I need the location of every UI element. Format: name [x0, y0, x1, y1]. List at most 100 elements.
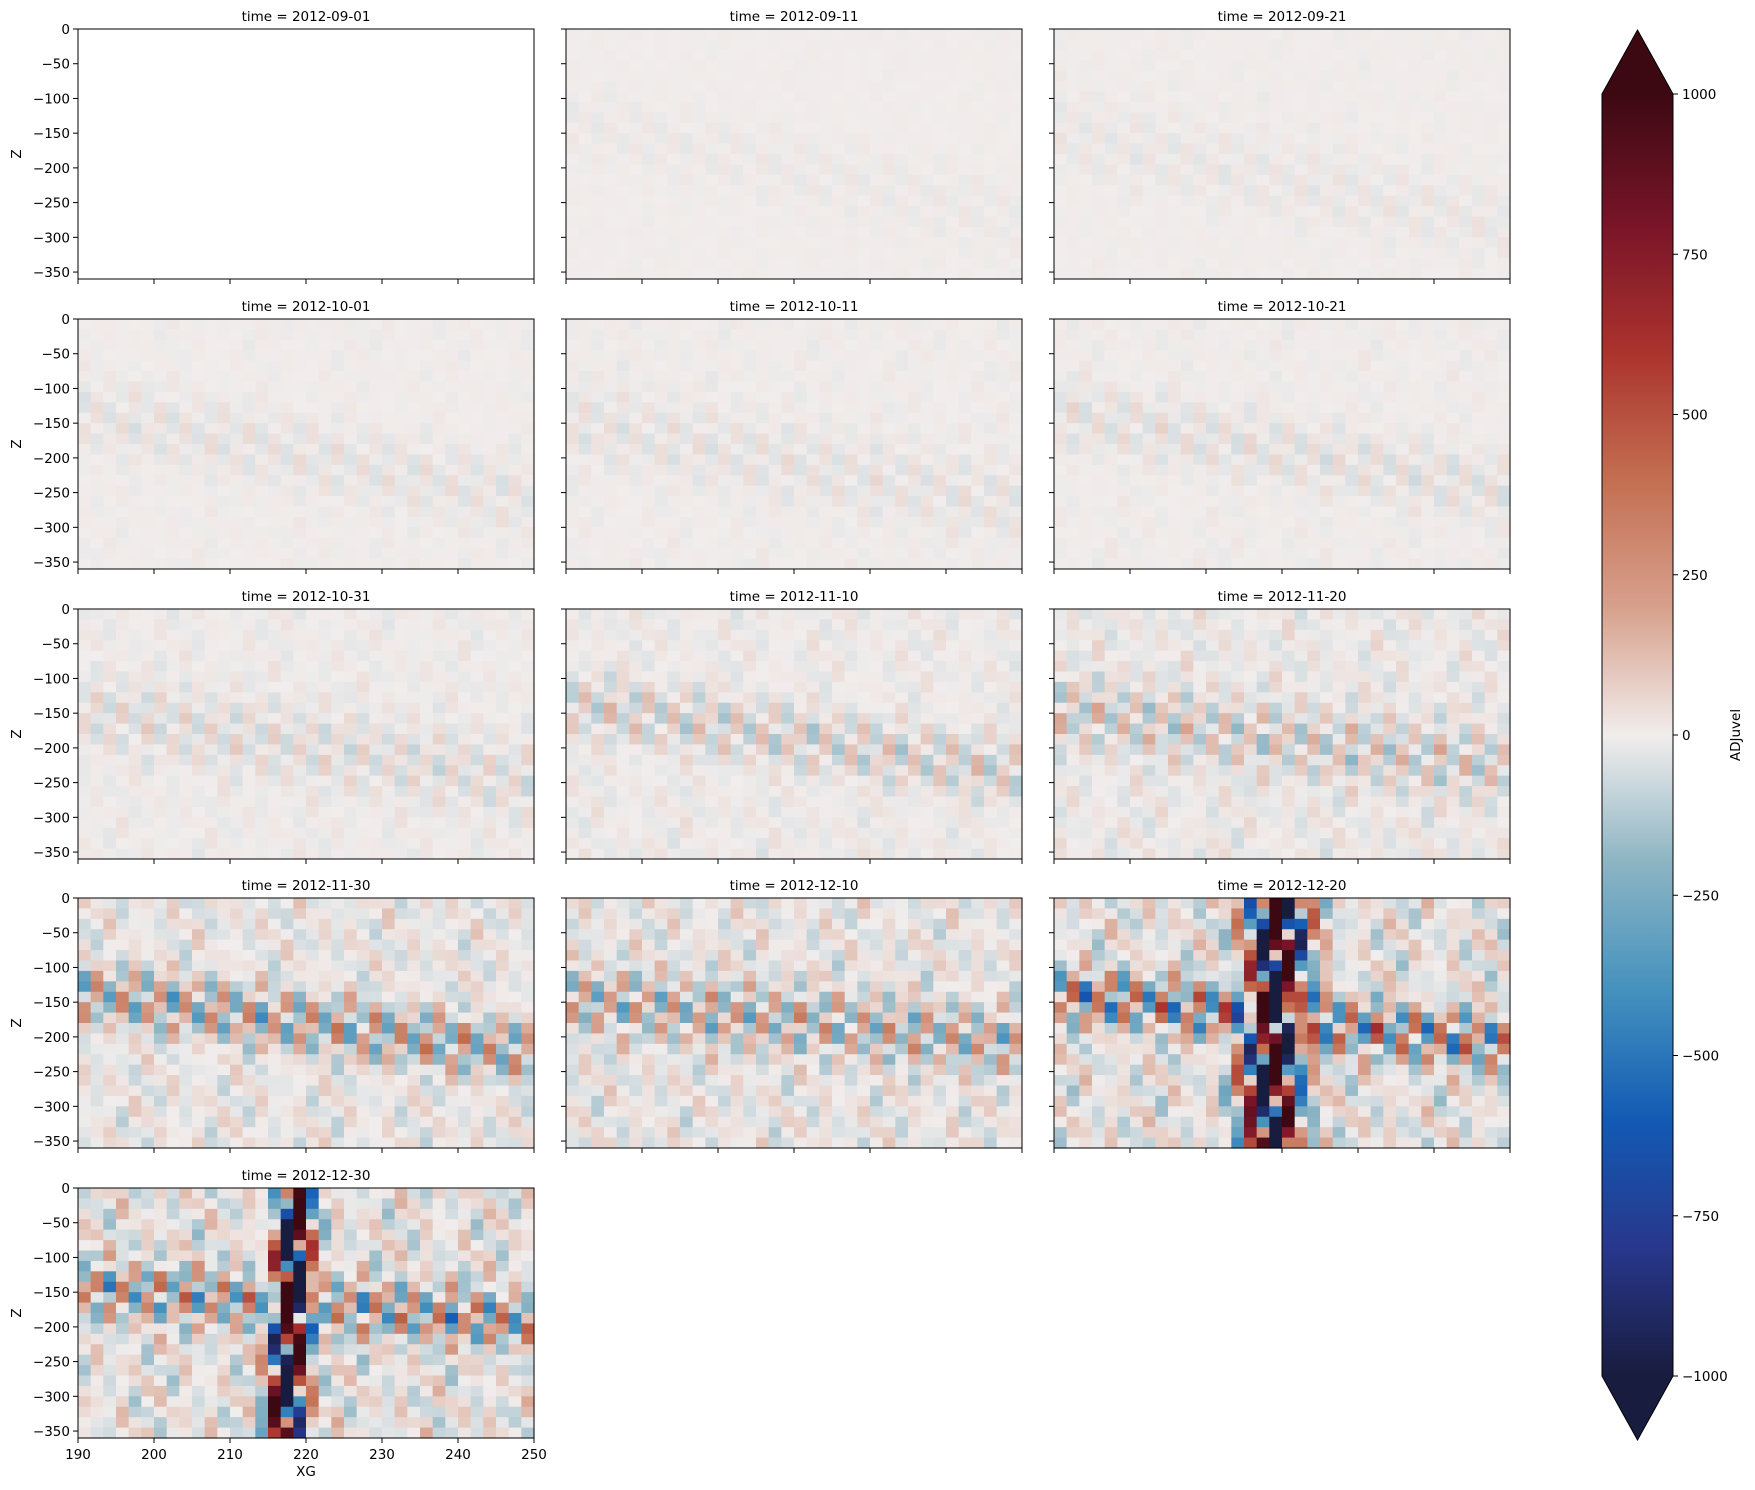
heatmap-cell [591, 433, 605, 445]
heatmap-cell [1269, 185, 1283, 197]
heatmap-cell [1408, 268, 1422, 280]
heatmap-cell [591, 247, 605, 259]
heatmap-cell [204, 391, 218, 403]
heatmap-cell [1206, 112, 1220, 124]
heatmap-cell [1358, 464, 1372, 476]
heatmap-cell [958, 101, 972, 113]
heatmap-cell [743, 558, 757, 570]
heatmap-cell [642, 164, 656, 176]
heatmap-cell [1396, 516, 1410, 528]
heatmap-cell [293, 692, 307, 704]
heatmap-cell [268, 548, 282, 560]
heatmap-cell [331, 558, 345, 570]
heatmap-cell [116, 650, 130, 662]
heatmap-cell [1009, 548, 1023, 560]
heatmap-cell [420, 516, 434, 528]
heatmap-cell [705, 226, 719, 238]
heatmap-cell [996, 226, 1010, 238]
heatmap-cell [90, 806, 104, 818]
heatmap-cell [192, 692, 206, 704]
heatmap-cell [1472, 444, 1486, 456]
heatmap-cell [318, 485, 332, 497]
heatmap-cell [255, 381, 269, 393]
heatmap-cell [1459, 381, 1473, 393]
heatmap-cell [844, 464, 858, 476]
heatmap-cell [857, 258, 871, 270]
heatmap-cell [1332, 195, 1346, 207]
heatmap-cell [154, 527, 168, 539]
heatmap-cell [217, 848, 231, 860]
heatmap-cell [192, 412, 206, 424]
heatmap-cell [882, 237, 896, 249]
heatmap-cell [458, 527, 472, 539]
heatmap-cell [331, 516, 345, 528]
heatmap-cell [318, 339, 332, 351]
heatmap-cell [1104, 39, 1118, 51]
heatmap-cell [445, 412, 459, 424]
heatmap-cell [1130, 112, 1144, 124]
heatmap-cell [857, 49, 871, 61]
heatmap-cell [1193, 319, 1207, 331]
heatmap-cell [1092, 216, 1106, 228]
heatmap-cell [895, 122, 909, 134]
heatmap-cell [1434, 329, 1448, 341]
heatmap-cell [154, 433, 168, 445]
heatmap-cell [933, 454, 947, 466]
heatmap-cell [857, 39, 871, 51]
heatmap-cell [280, 516, 294, 528]
heatmap-cell [1434, 91, 1448, 103]
heatmap-cell [166, 558, 180, 570]
heatmap-cell [1472, 185, 1486, 197]
heatmap-cell [382, 444, 396, 456]
heatmap-cell [730, 516, 744, 528]
heatmap-cell [432, 381, 446, 393]
heatmap-cell [895, 329, 909, 341]
heatmap-cell [1244, 49, 1258, 61]
heatmap-cell [1472, 101, 1486, 113]
heatmap-cell [591, 29, 605, 41]
heatmap-cell [832, 475, 846, 487]
heatmap-cell [730, 268, 744, 280]
heatmap-cell [642, 516, 656, 528]
heatmap-cell [895, 268, 909, 280]
heatmap-cell [306, 629, 320, 641]
heatmap-cell [128, 671, 142, 683]
heatmap-cell [832, 464, 846, 476]
heatmap-cell [1079, 91, 1093, 103]
heatmap-cell [1256, 319, 1270, 331]
heatmap-cell [394, 454, 408, 466]
heatmap-cell [420, 391, 434, 403]
heatmap-cell [1180, 185, 1194, 197]
heatmap-cell [1396, 412, 1410, 424]
heatmap-cell [1168, 339, 1182, 351]
heatmap-cell [946, 433, 960, 445]
heatmap-cell [280, 661, 294, 673]
heatmap-cell [1168, 454, 1182, 466]
heatmap-cell [908, 433, 922, 445]
heatmap-cell [217, 350, 231, 362]
heatmap-cell [1383, 402, 1397, 414]
heatmap-cell [1231, 516, 1245, 528]
heatmap-cell [90, 475, 104, 487]
heatmap-cell [768, 391, 782, 403]
heatmap-cell [806, 247, 820, 259]
heatmap-cell [806, 29, 820, 41]
heatmap-cell [1269, 350, 1283, 362]
heatmap-cell [1294, 143, 1308, 155]
heatmap-cell [179, 713, 193, 725]
heatmap-cell [1206, 485, 1220, 497]
heatmap-cell [483, 496, 497, 508]
heatmap-cell [908, 371, 922, 383]
heatmap-cell [794, 143, 808, 155]
heatmap-cell [1155, 101, 1169, 113]
heatmap-cell [667, 81, 681, 93]
heatmap-cell [1269, 29, 1283, 41]
heatmap-cell [768, 237, 782, 249]
heatmap-cell [141, 640, 155, 652]
heatmap-cell [255, 806, 269, 818]
heatmap-cell [870, 558, 884, 570]
heatmap-cell [179, 527, 193, 539]
heatmap-cell [566, 360, 580, 372]
heatmap-cell [1180, 391, 1194, 403]
heatmap-cell [1066, 527, 1080, 539]
